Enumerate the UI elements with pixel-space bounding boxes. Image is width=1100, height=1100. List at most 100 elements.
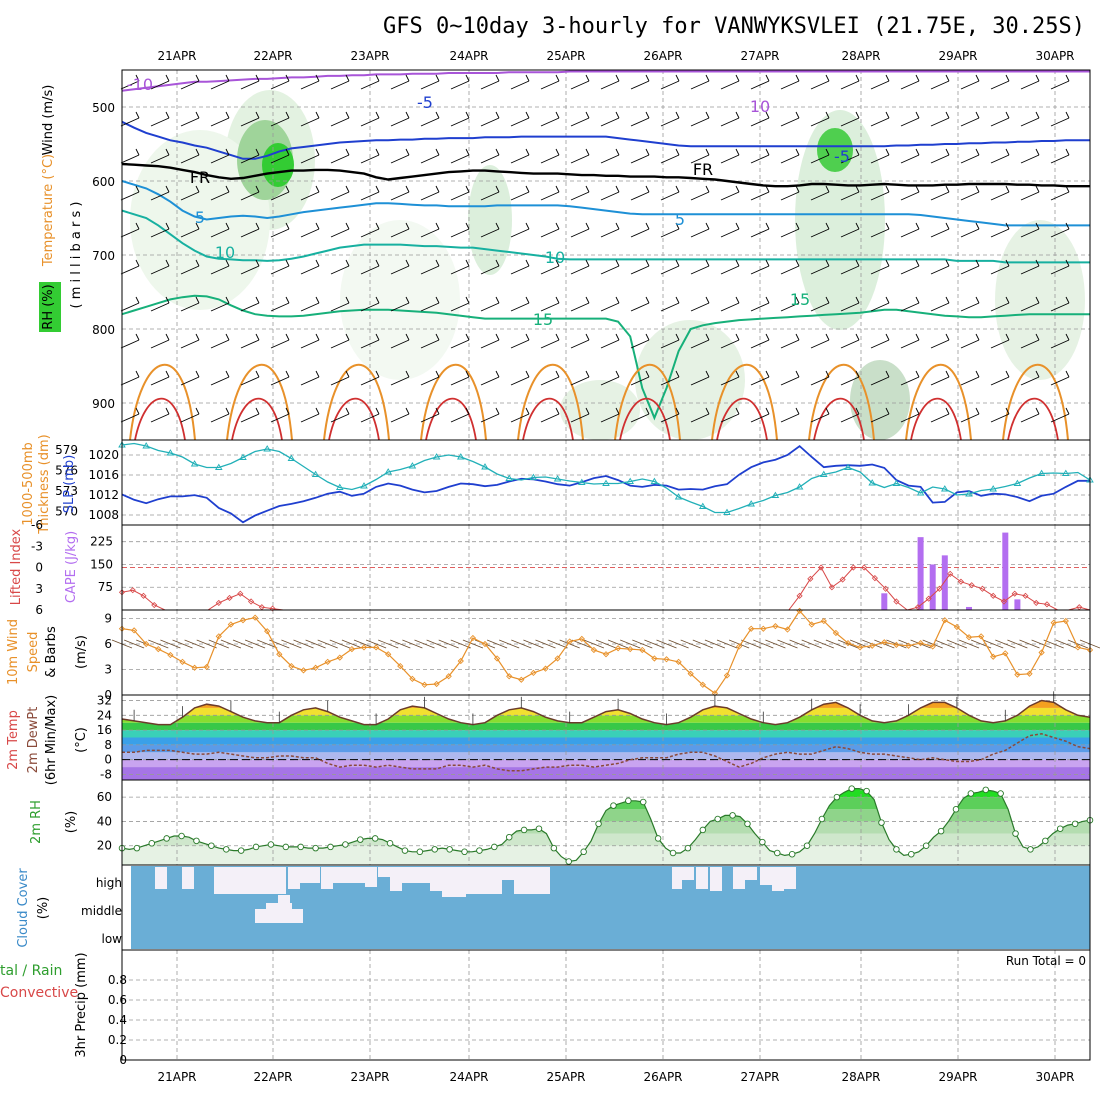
- wind-barb-10m: [511, 639, 532, 649]
- wind-barb: [600, 370, 620, 386]
- wind-speed-marker: [1038, 649, 1045, 656]
- wind-barb-10m: [898, 639, 919, 649]
- wind-barb: [870, 370, 890, 386]
- wind-barb: [960, 259, 980, 275]
- contour-label: -10: [127, 75, 153, 94]
- rh-tick: 40: [97, 814, 112, 828]
- cloud-high: [760, 867, 772, 885]
- wind-barb: [600, 407, 620, 423]
- slp-marker: [820, 470, 828, 477]
- wind-barb: [1050, 259, 1070, 275]
- wind-barb: [450, 296, 470, 312]
- rh-marker: [193, 837, 200, 845]
- wind-barb: [210, 407, 230, 423]
- rh-tick: 60: [97, 790, 112, 804]
- temp-label-1: 2m Temp: [6, 710, 21, 770]
- wind-barb-10m: [934, 639, 955, 649]
- wind-barb: [990, 333, 1010, 349]
- wind-barb-10m: [281, 639, 302, 649]
- slp-marker: [215, 463, 223, 470]
- wind-barb: [420, 333, 440, 349]
- pressure-axis-label: ( m i l l i b a r s ): [69, 202, 84, 309]
- isotherm-25: [425, 397, 477, 441]
- wind-barb-10m: [257, 639, 278, 649]
- wind-barb: [120, 296, 140, 312]
- rh-marker: [446, 846, 453, 853]
- wind-barb-10m: [995, 639, 1016, 649]
- wind-barb: [630, 407, 650, 423]
- rh-label-1: 2m RH: [29, 800, 44, 844]
- wind-barb: [510, 111, 530, 127]
- wind-barb: [840, 222, 860, 238]
- slp-marker: [481, 463, 489, 470]
- li-marker: [1043, 601, 1051, 608]
- precip-label-3: 3hr Precip (mm): [74, 952, 89, 1057]
- rh-marker: [297, 843, 304, 851]
- wind-barb: [900, 185, 920, 201]
- rh-shading: [468, 165, 512, 275]
- slp-marker: [844, 463, 852, 470]
- wind-label-2: Speed: [26, 632, 41, 673]
- wind-barb: [240, 111, 260, 127]
- contour-label: 5: [195, 208, 205, 227]
- wind-speed-marker: [336, 654, 343, 661]
- cloud-high: [696, 867, 708, 889]
- wind-barb: [480, 407, 500, 423]
- isotherm-20: [808, 364, 875, 441]
- rh-marker: [476, 847, 483, 854]
- wind-barb: [960, 370, 980, 386]
- rh-tick: 20: [97, 839, 112, 853]
- wind-barb: [930, 296, 950, 312]
- wind-barb: [270, 259, 290, 275]
- wind-speed-marker: [1074, 644, 1082, 651]
- wind-speed-marker: [965, 634, 973, 641]
- wind-barb-10m: [753, 639, 774, 649]
- wind-barb: [300, 296, 320, 312]
- contour-label: 10: [215, 243, 235, 262]
- rh-marker: [163, 835, 170, 842]
- wind-barb-10m: [317, 639, 338, 649]
- wind-barb: [330, 370, 350, 386]
- wind-speed-marker: [796, 607, 803, 614]
- wind-barb: [810, 185, 830, 201]
- li-marker: [861, 564, 868, 571]
- wind-barb: [450, 111, 470, 127]
- rh-marker: [759, 838, 766, 846]
- wind-barb: [870, 111, 890, 127]
- wind-speed-marker: [602, 651, 610, 658]
- wind-barb: [540, 370, 560, 386]
- date-label-top: 21APR: [157, 49, 196, 63]
- li-marker: [914, 604, 921, 611]
- wind-barb: [360, 259, 380, 275]
- rh-marker: [208, 842, 215, 849]
- wind-barb: [150, 148, 170, 164]
- wind-barb: [240, 296, 260, 312]
- slp-marker: [650, 477, 659, 484]
- wind-barb: [960, 74, 980, 90]
- wind-barb: [840, 111, 860, 127]
- wind-barb: [570, 333, 590, 349]
- rh-marker: [952, 806, 960, 813]
- wind-barb: [630, 370, 650, 386]
- slp-marker: [1013, 479, 1022, 486]
- cape-bar: [1014, 599, 1021, 610]
- wind-barb: [690, 296, 710, 312]
- wind-barb: [270, 370, 290, 386]
- slp-tick: 1016: [88, 468, 119, 482]
- slp-marker: [578, 478, 586, 485]
- wind-barb: [630, 259, 650, 275]
- wind-barb: [450, 185, 470, 201]
- wind-barb: [1050, 333, 1070, 349]
- isotherm-25: [619, 397, 671, 441]
- wind-barb: [450, 333, 470, 349]
- wind-barb: [450, 74, 470, 90]
- wind-barb: [390, 259, 410, 275]
- wind-barb: [240, 370, 260, 386]
- cloud-high: [402, 867, 430, 883]
- cape-bar: [929, 564, 936, 610]
- wind-barb: [900, 222, 920, 238]
- wind-barb-10m: [607, 639, 629, 649]
- wind-speed-marker: [130, 627, 138, 634]
- wind-barb: [870, 259, 890, 275]
- slp-marker: [965, 490, 973, 497]
